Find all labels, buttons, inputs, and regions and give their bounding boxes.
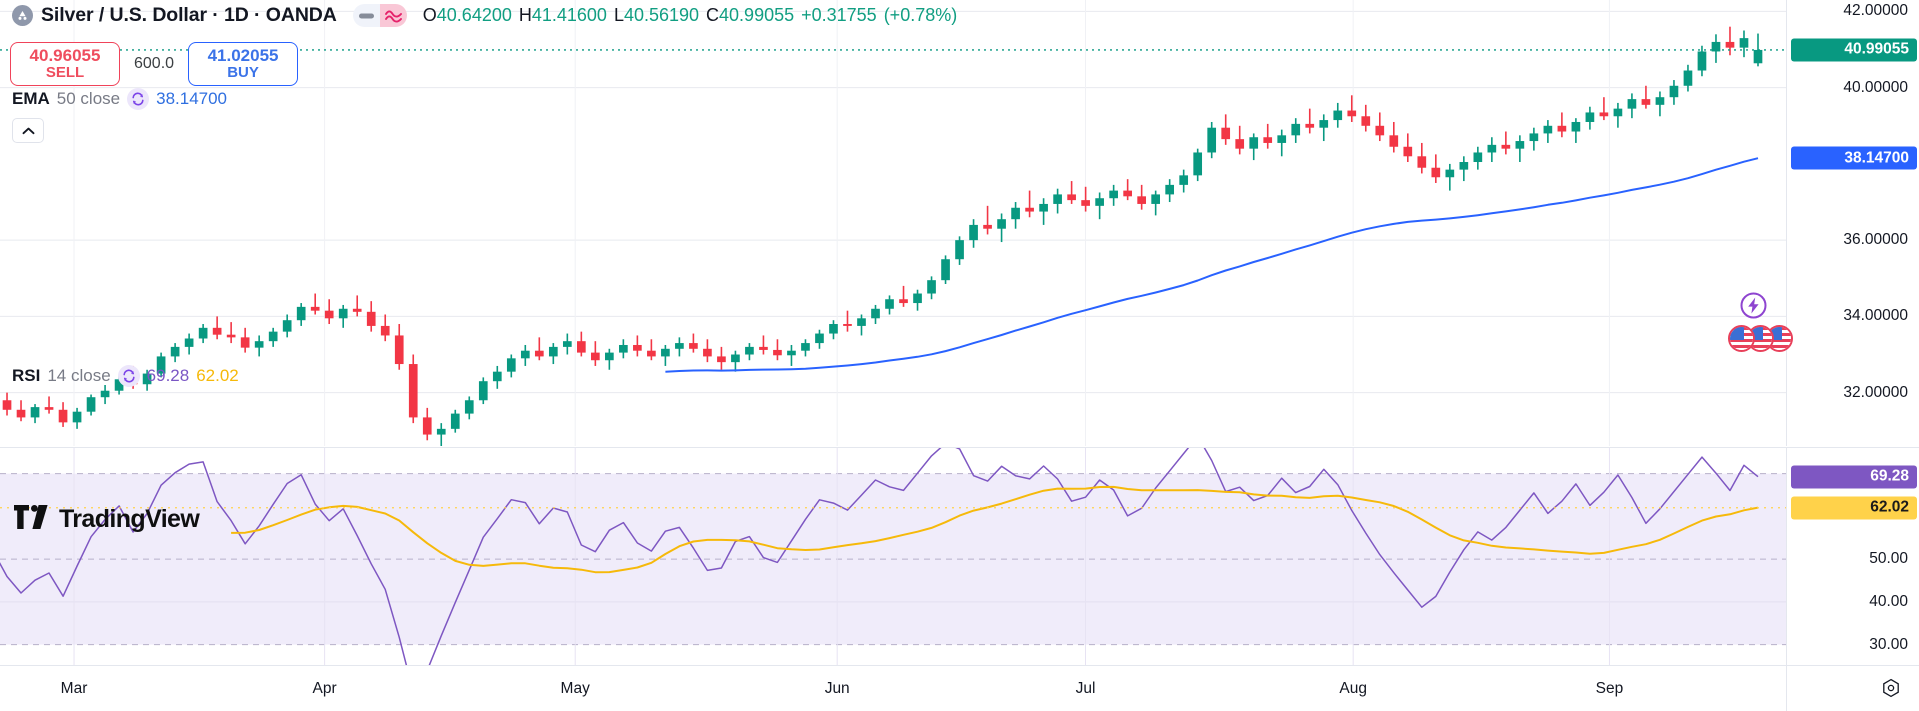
trade-widget: 40.96055 SELL 600.0 41.02055 BUY bbox=[10, 42, 299, 86]
change-absolute: +0.31755 bbox=[801, 5, 877, 25]
close-value: 40.99055 bbox=[719, 5, 795, 25]
open-label: O bbox=[422, 5, 437, 25]
tradingview-watermark: TradingView bbox=[14, 505, 200, 534]
buy-button[interactable]: 41.02055 BUY bbox=[188, 42, 299, 86]
low-label: L bbox=[613, 5, 624, 25]
ohlc-readout: O40.64200 H41.41600 L40.56190 C40.99055 +0.3… bbox=[423, 5, 957, 26]
refresh-icon[interactable] bbox=[127, 88, 150, 110]
tradingview-logo-icon bbox=[14, 505, 50, 534]
ema-args: 50 close bbox=[56, 89, 121, 108]
sell-label: SELL bbox=[45, 64, 85, 82]
chevron-up-icon bbox=[22, 122, 35, 140]
time-axis-tick: Apr bbox=[312, 680, 337, 697]
symbol-header: Silver / U.S. Dollar · 1D · OANDA O40.64… bbox=[12, 4, 957, 27]
open-value: 40.64200 bbox=[436, 5, 512, 25]
spread-value: 600.0 bbox=[134, 55, 175, 72]
rsi-name: RSI bbox=[12, 366, 41, 385]
refresh-icon[interactable] bbox=[117, 365, 140, 387]
time-axis-tick: Aug bbox=[1339, 680, 1367, 697]
us-flag-event-icon[interactable] bbox=[1728, 325, 1755, 352]
close-label: C bbox=[706, 5, 720, 25]
change-percent: (+0.78%) bbox=[883, 5, 958, 25]
rsi-ma-value-badge[interactable]: 62.02 bbox=[1791, 496, 1917, 520]
price-axis-tick: 40.00000 bbox=[1843, 78, 1908, 96]
gear-icon[interactable] bbox=[1880, 678, 1902, 700]
time-scale-axis[interactable]: Mar Apr May Jun Jul Aug Sep bbox=[0, 665, 1786, 711]
price-axis-tick: 36.00000 bbox=[1843, 231, 1908, 249]
buy-label: BUY bbox=[227, 64, 259, 82]
price-scale-axis[interactable]: 42.00000 40.00000 36.00000 34.00000 32.00000… bbox=[1786, 0, 1919, 446]
price-axis-tick: 34.00000 bbox=[1843, 307, 1908, 325]
chart-style-toggle-group[interactable] bbox=[352, 4, 407, 27]
last-price-badge[interactable]: 40.99055 bbox=[1791, 38, 1917, 62]
high-value: 41.41600 bbox=[531, 5, 607, 25]
sell-price: 40.96055 bbox=[29, 46, 101, 66]
ema-name: EMA bbox=[12, 89, 50, 108]
wave-toggle-icon[interactable] bbox=[379, 4, 407, 27]
time-axis-tick: Mar bbox=[60, 680, 88, 697]
time-axis-tick: May bbox=[560, 680, 590, 697]
price-axis-tick: 32.00000 bbox=[1843, 383, 1908, 401]
price-axis-tick: 42.00000 bbox=[1843, 2, 1908, 20]
sell-button[interactable]: 40.96055 SELL bbox=[10, 42, 120, 86]
rsi-args: 14 close bbox=[47, 366, 111, 385]
time-axis-tick: Jun bbox=[824, 680, 850, 697]
rsi-indicator-pane[interactable] bbox=[0, 447, 1786, 666]
buy-price: 41.02055 bbox=[207, 46, 279, 66]
rsi-legend[interactable]: RSI 14 close 69.28 62.02 bbox=[12, 365, 239, 387]
rsi-axis-tick: 30.00 bbox=[1869, 635, 1908, 653]
ema-legend[interactable]: EMA 50 close 38.14700 bbox=[12, 88, 227, 110]
rsi-axis-tick: 40.00 bbox=[1869, 592, 1908, 610]
rsi-scale-axis[interactable]: 50.00 40.00 30.00 69.28 62.02 bbox=[1786, 447, 1919, 665]
rsi-value: 69.28 bbox=[146, 366, 190, 385]
high-label: H bbox=[518, 5, 532, 25]
silver-symbol-icon bbox=[12, 5, 33, 26]
collapse-pane-button[interactable] bbox=[12, 118, 44, 143]
rsi-axis-tick: 50.00 bbox=[1869, 550, 1908, 568]
axis-corner bbox=[1786, 665, 1919, 711]
rsi-chart-canvas bbox=[0, 448, 1786, 666]
time-axis-tick: Jul bbox=[1075, 680, 1096, 697]
tradingview-wordmark: TradingView bbox=[59, 505, 200, 533]
ema-value: 38.14700 bbox=[156, 89, 228, 108]
rsi-value-badge[interactable]: 69.28 bbox=[1791, 465, 1917, 489]
ema-value-badge[interactable]: 38.14700 bbox=[1791, 146, 1917, 170]
rsi-ma-value: 62.02 bbox=[196, 366, 239, 385]
page-title: Silver / U.S. Dollar · 1D · OANDA bbox=[41, 4, 337, 26]
price-chart-canvas bbox=[0, 0, 1786, 446]
time-axis-tick: Sep bbox=[1595, 680, 1624, 697]
low-value: 40.56190 bbox=[623, 5, 700, 25]
bar-style-icon[interactable] bbox=[352, 4, 380, 27]
lightning-bolt-icon[interactable] bbox=[1740, 292, 1767, 319]
